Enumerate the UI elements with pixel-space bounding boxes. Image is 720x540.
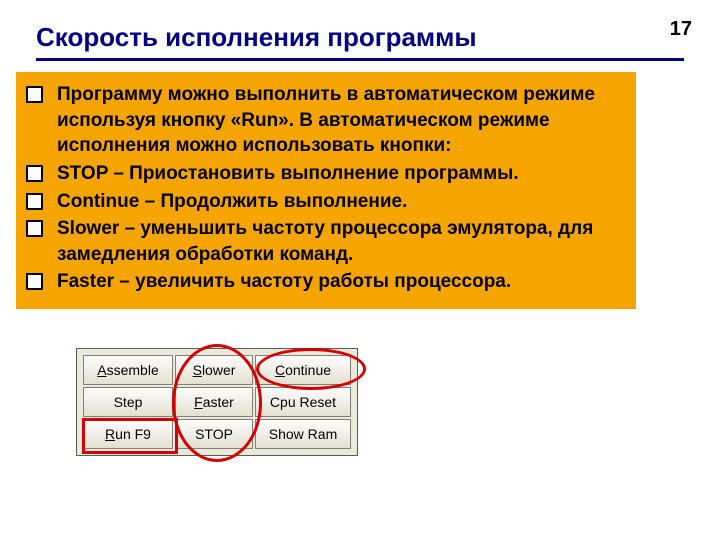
faster-button[interactable]: Faster bbox=[175, 387, 253, 417]
run-button[interactable]: Run F9 bbox=[83, 419, 173, 449]
bullet-text: Continue – Продолжить выполнение. bbox=[57, 189, 626, 215]
bullet-text: Программу можно выполнить в автоматическ… bbox=[57, 82, 626, 159]
continue-button[interactable]: Continue bbox=[255, 355, 351, 385]
bullet-block: Программу можно выполнить в автоматическ… bbox=[16, 72, 636, 309]
bullet-item: Slower – уменьшить частоту процессора эм… bbox=[26, 216, 626, 267]
bullet-item: STOP – Приостановить выполнение программ… bbox=[26, 161, 626, 187]
bullet-marker-icon bbox=[26, 165, 43, 182]
bullet-marker-icon bbox=[26, 220, 43, 237]
step-button[interactable]: Step bbox=[83, 387, 173, 417]
bullet-marker-icon bbox=[26, 193, 43, 210]
bullet-text: Slower – уменьшить частоту процессора эм… bbox=[57, 216, 626, 267]
show-ram-button[interactable]: Show Ram bbox=[255, 419, 351, 449]
title-underline bbox=[36, 58, 684, 61]
assemble-button[interactable]: Assemble bbox=[83, 355, 173, 385]
bullet-item: Faster – увеличить частоту работы процес… bbox=[26, 269, 626, 295]
bullet-marker-icon bbox=[26, 86, 43, 103]
slide-title: Скорость исполнения программы bbox=[36, 22, 477, 53]
bullet-item: Continue – Продолжить выполнение. bbox=[26, 189, 626, 215]
cpu-reset-button[interactable]: Cpu Reset bbox=[255, 387, 351, 417]
bullet-text: Faster – увеличить частоту работы процес… bbox=[57, 269, 626, 295]
bullet-text: STOP – Приостановить выполнение программ… bbox=[57, 161, 626, 187]
bullet-marker-icon bbox=[26, 273, 43, 290]
toolbar-screenshot: Assemble Slower Continue Step Faster Cpu… bbox=[76, 348, 358, 456]
page-number: 17 bbox=[670, 18, 692, 41]
stop-button[interactable]: STOP bbox=[175, 419, 253, 449]
slower-button[interactable]: Slower bbox=[175, 355, 253, 385]
bullet-item: Программу можно выполнить в автоматическ… bbox=[26, 82, 626, 159]
